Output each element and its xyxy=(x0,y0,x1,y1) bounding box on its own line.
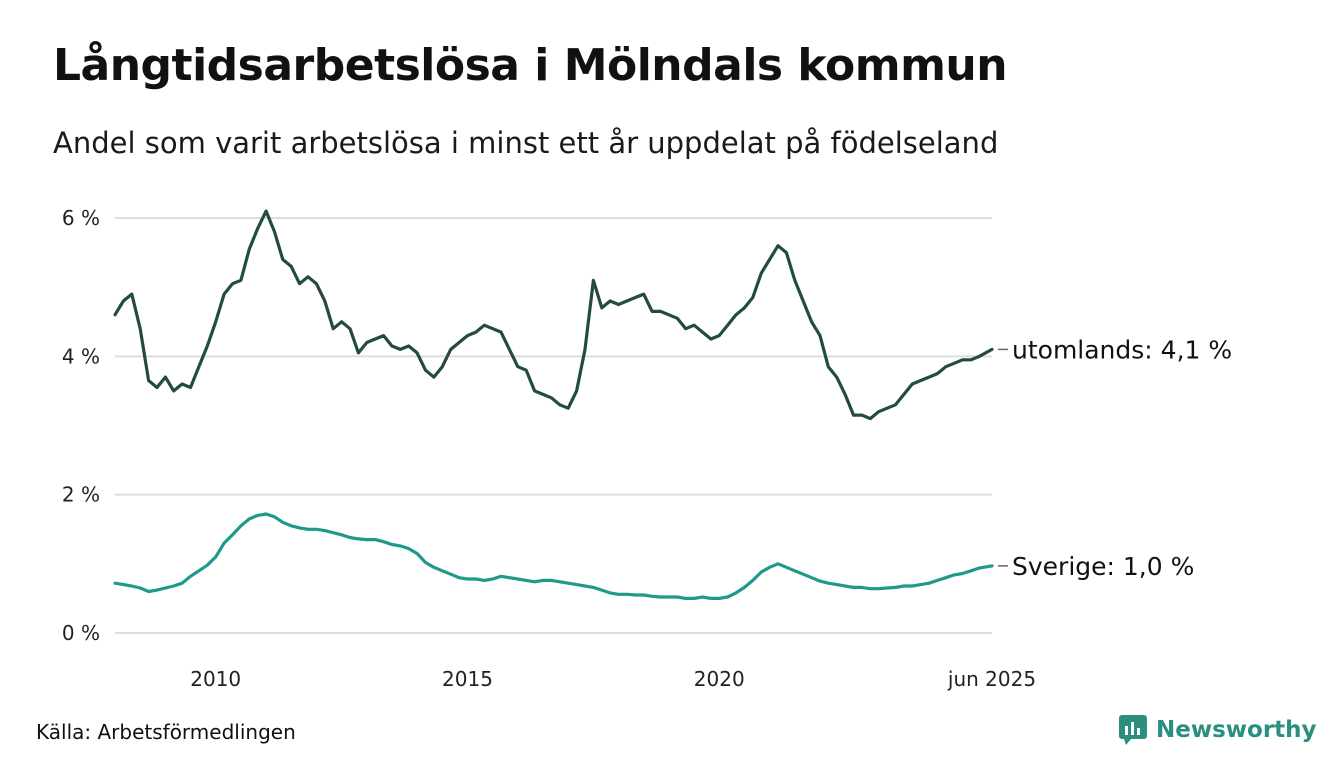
line-chart: 0 % 2 % 4 % 6 % 2010 2015 2020 jun 2025 utomla… xyxy=(62,206,1232,691)
end-label-sverige: Sverige: 1,0 % xyxy=(1012,552,1194,581)
y-tick-label: 4 % xyxy=(62,344,100,368)
source-note: Källa: Arbetsförmedlingen xyxy=(36,720,296,744)
y-axis-tick-labels: 0 % 2 % 4 % 6 % xyxy=(62,206,100,645)
series-line-utomlands xyxy=(113,209,994,421)
series-lines xyxy=(113,209,994,600)
end-label-utomlands: utomlands: 4,1 % xyxy=(1012,335,1232,364)
x-tick-label: 2015 xyxy=(442,667,493,691)
end-labels: utomlands: 4,1 % Sverige: 1,0 % xyxy=(998,335,1232,581)
chart-title: Långtidsarbetslösa i Mölndals kommun xyxy=(53,40,1008,91)
chart-subtitle: Andel som varit arbetslösa i minst ett å… xyxy=(53,126,999,160)
x-tick-label: 2010 xyxy=(190,667,241,691)
newsworthy-logo-icon xyxy=(1119,715,1147,745)
x-tick-label: jun 2025 xyxy=(947,667,1036,691)
x-axis-tick-labels: 2010 2015 2020 jun 2025 xyxy=(190,667,1036,691)
y-tick-label: 2 % xyxy=(62,483,100,507)
brand: Newsworthy xyxy=(1118,714,1317,746)
series-line-sverige xyxy=(113,512,994,600)
x-tick-label: 2020 xyxy=(694,667,745,691)
y-tick-label: 0 % xyxy=(62,621,100,645)
y-tick-label: 6 % xyxy=(62,206,100,230)
brand-name: Newsworthy xyxy=(1156,717,1317,743)
gridlines xyxy=(115,217,992,634)
